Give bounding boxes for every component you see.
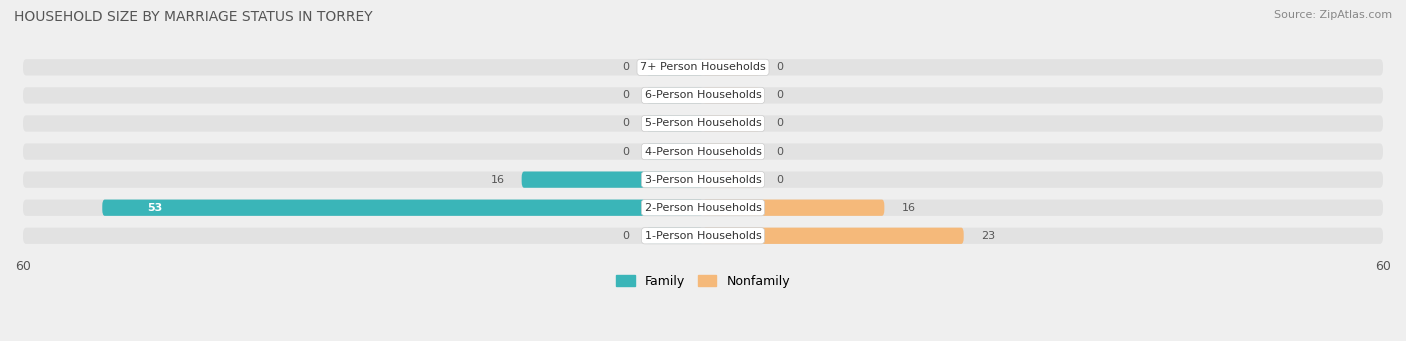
Text: 1-Person Households: 1-Person Households [644, 231, 762, 241]
FancyBboxPatch shape [647, 144, 703, 160]
FancyBboxPatch shape [22, 172, 1384, 188]
Text: 3-Person Households: 3-Person Households [644, 175, 762, 184]
Text: 0: 0 [776, 62, 783, 72]
FancyBboxPatch shape [22, 59, 1384, 75]
FancyBboxPatch shape [703, 228, 963, 244]
FancyBboxPatch shape [22, 144, 1384, 160]
Text: 0: 0 [776, 90, 783, 100]
FancyBboxPatch shape [647, 228, 703, 244]
FancyBboxPatch shape [703, 115, 759, 132]
Text: 16: 16 [901, 203, 915, 213]
FancyBboxPatch shape [103, 199, 703, 216]
FancyBboxPatch shape [703, 87, 759, 104]
Text: 4-Person Households: 4-Person Households [644, 147, 762, 157]
FancyBboxPatch shape [647, 115, 703, 132]
FancyBboxPatch shape [703, 172, 759, 188]
Text: 0: 0 [776, 118, 783, 129]
FancyBboxPatch shape [647, 87, 703, 104]
Legend: Family, Nonfamily: Family, Nonfamily [612, 270, 794, 293]
Text: 0: 0 [623, 118, 630, 129]
Text: 23: 23 [981, 231, 995, 241]
Text: 0: 0 [776, 147, 783, 157]
Text: 0: 0 [623, 62, 630, 72]
Text: 53: 53 [148, 203, 163, 213]
Text: 6-Person Households: 6-Person Households [644, 90, 762, 100]
FancyBboxPatch shape [703, 199, 884, 216]
FancyBboxPatch shape [703, 144, 759, 160]
Text: 0: 0 [623, 147, 630, 157]
FancyBboxPatch shape [22, 87, 1384, 104]
Text: 5-Person Households: 5-Person Households [644, 118, 762, 129]
FancyBboxPatch shape [22, 199, 1384, 216]
Text: 0: 0 [623, 231, 630, 241]
FancyBboxPatch shape [22, 115, 1384, 132]
FancyBboxPatch shape [22, 228, 1384, 244]
FancyBboxPatch shape [703, 59, 759, 75]
Text: 7+ Person Households: 7+ Person Households [640, 62, 766, 72]
Text: Source: ZipAtlas.com: Source: ZipAtlas.com [1274, 10, 1392, 20]
Text: 16: 16 [491, 175, 505, 184]
FancyBboxPatch shape [647, 59, 703, 75]
Text: HOUSEHOLD SIZE BY MARRIAGE STATUS IN TORREY: HOUSEHOLD SIZE BY MARRIAGE STATUS IN TOR… [14, 10, 373, 24]
Text: 0: 0 [623, 90, 630, 100]
Text: 0: 0 [776, 175, 783, 184]
FancyBboxPatch shape [522, 172, 703, 188]
Text: 2-Person Households: 2-Person Households [644, 203, 762, 213]
